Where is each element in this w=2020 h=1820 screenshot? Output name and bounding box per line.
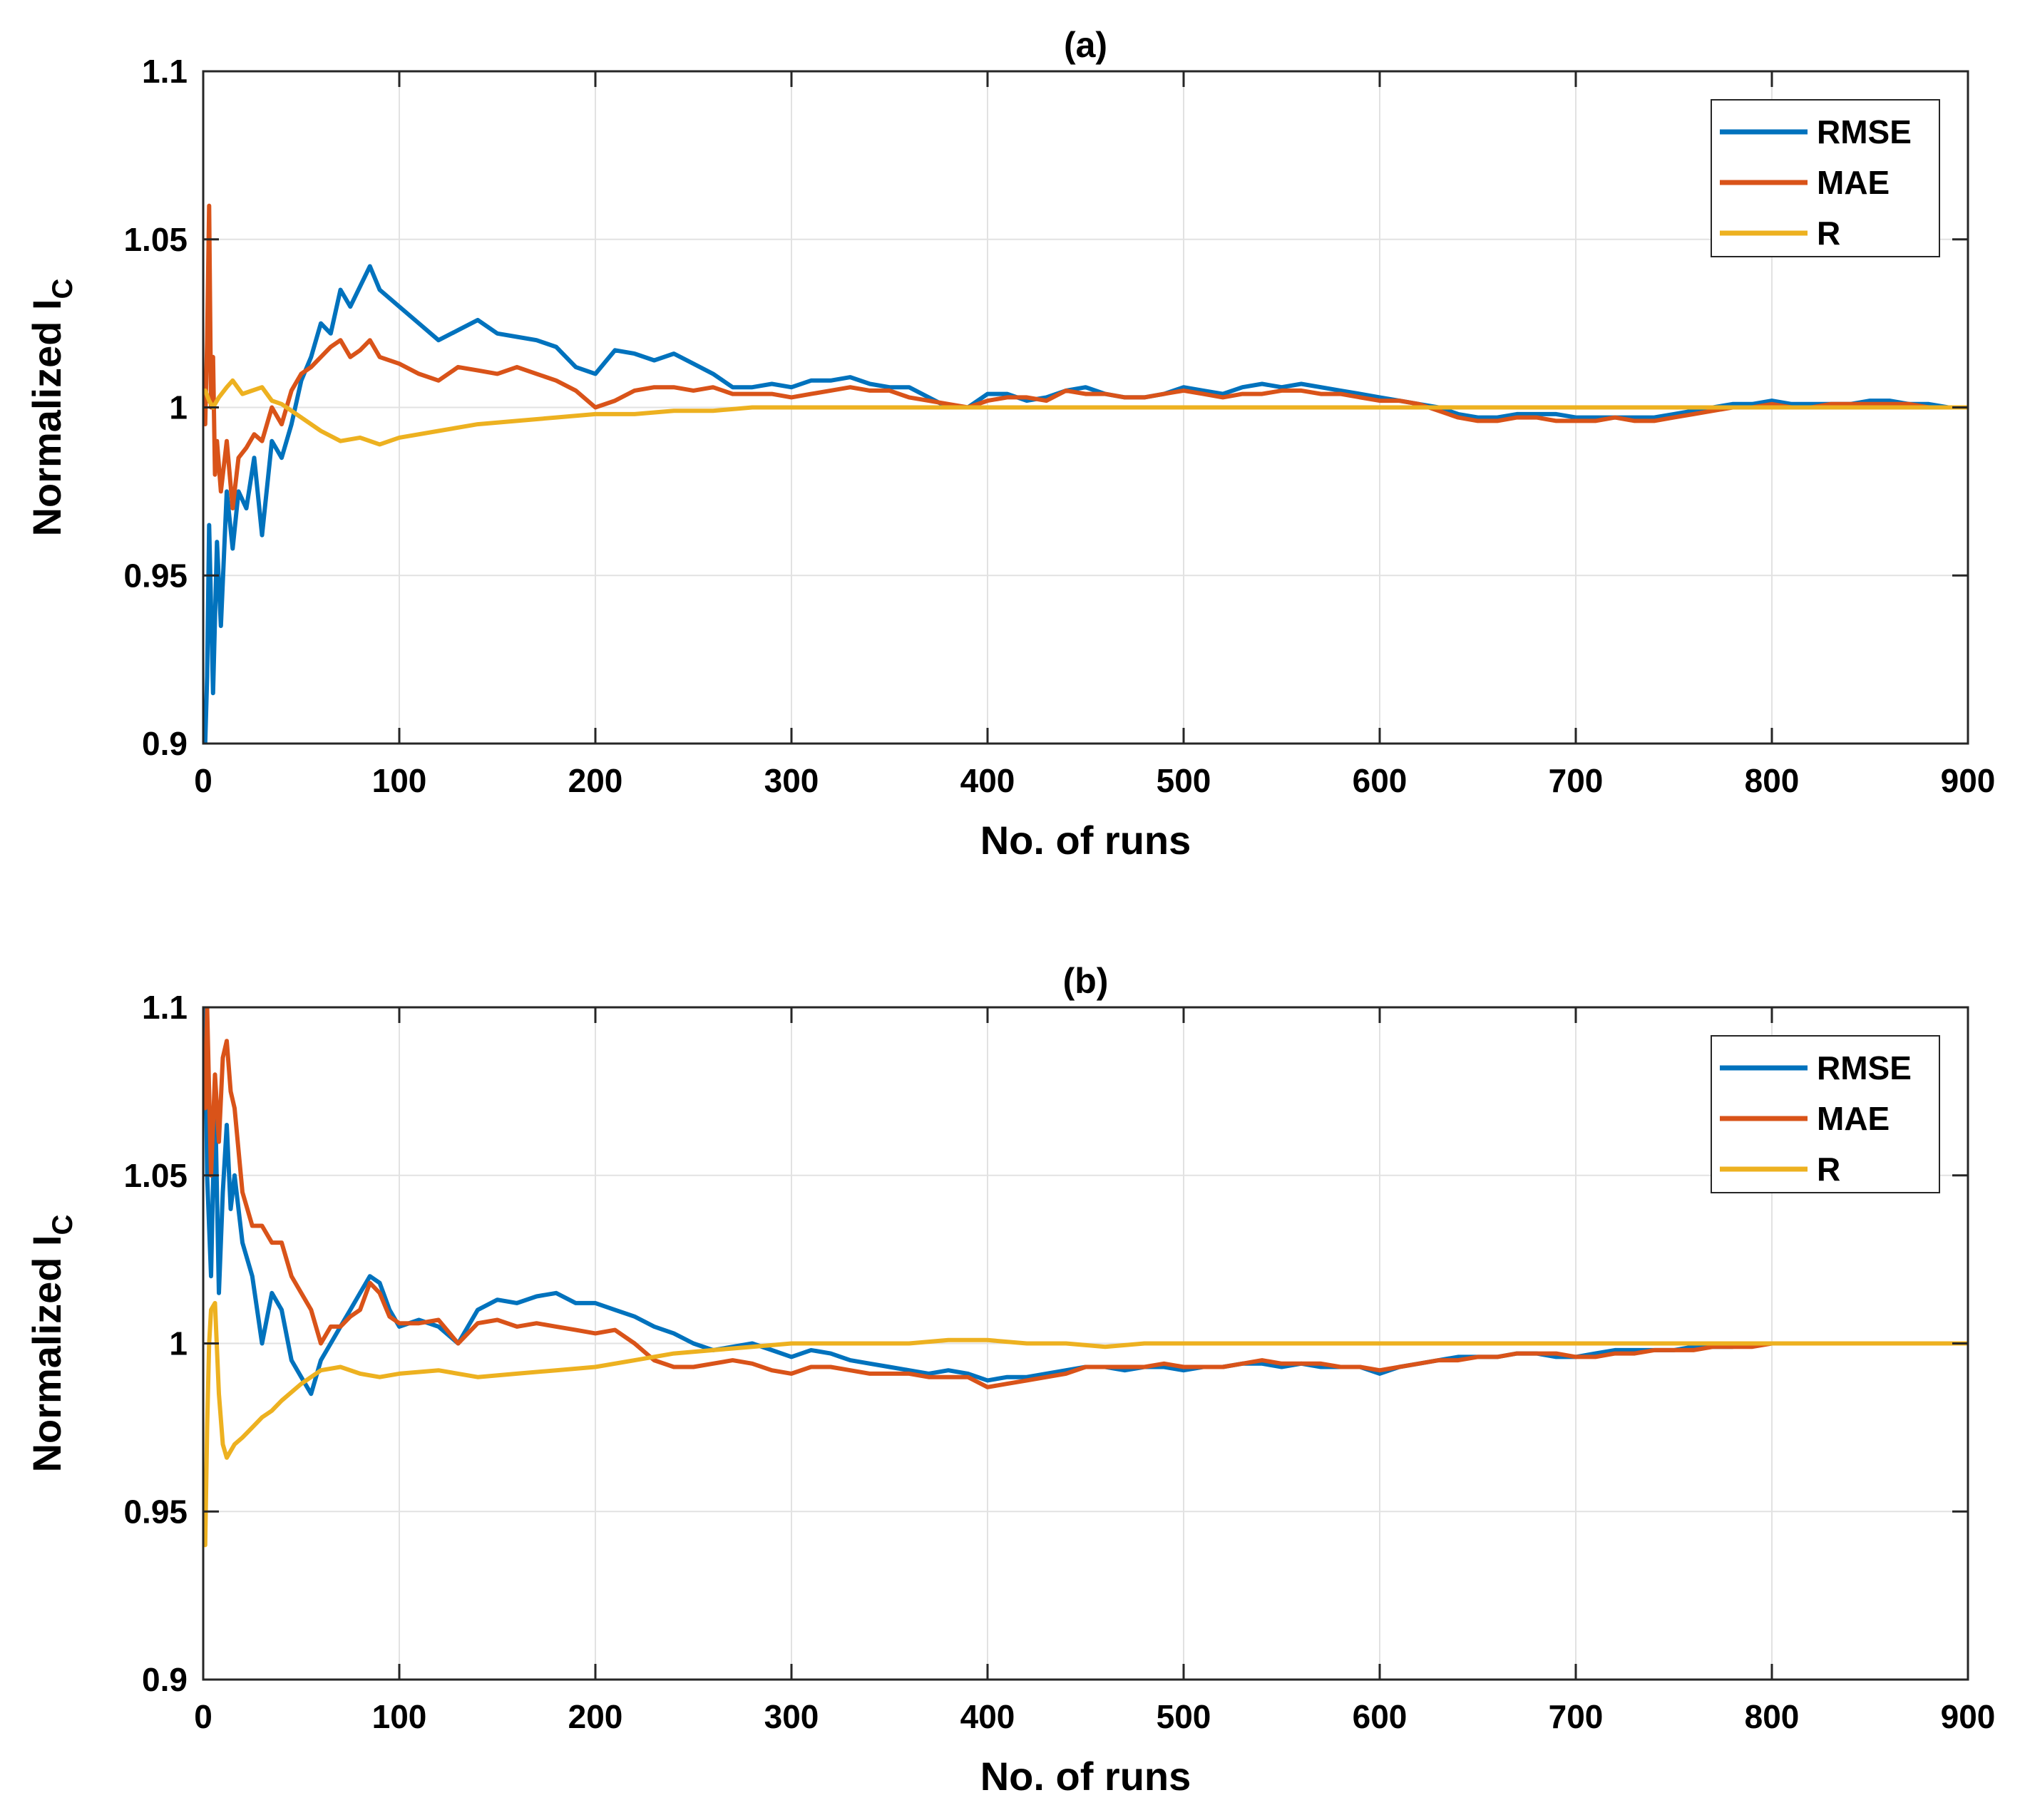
- legend-label-rmse: RMSE: [1817, 113, 1912, 150]
- y-tick-label: 0.9: [142, 725, 188, 762]
- x-tick-label: 200: [568, 762, 623, 799]
- y-tick-label: 1.1: [142, 989, 188, 1026]
- x-tick-label: 500: [1157, 1698, 1211, 1735]
- x-axis-title: No. of runs: [980, 1754, 1191, 1799]
- panel-b: 0 100 200 300 400 500 600 700 800 900 0.9 0.95 1 1.05…: [24, 961, 1995, 1799]
- y-tick-label: 0.95: [123, 557, 188, 594]
- x-tick-label: 800: [1745, 1698, 1800, 1735]
- legend-box: [1711, 99, 1940, 257]
- y-tick-label: 1.1: [142, 53, 188, 90]
- panel-title: (a): [1064, 25, 1107, 65]
- x-tick-label: 100: [372, 762, 427, 799]
- series-line-rmse: [203, 1007, 1968, 1397]
- y-tick-label: 0.95: [123, 1493, 188, 1530]
- legend: RMSE MAE R: [1711, 99, 1940, 257]
- panel-a: 0 100 200 300 400 500 600 700 800 900 0.9 0.95 1 1.05…: [24, 25, 1995, 863]
- x-tick-label: 400: [960, 1698, 1015, 1735]
- legend-label-r: R: [1817, 1151, 1840, 1188]
- series-group: [203, 203, 1968, 744]
- x-tick-label: 100: [372, 1698, 427, 1735]
- legend-label-mae: MAE: [1817, 1100, 1890, 1137]
- y-axis-title-main: Normalized I: [24, 299, 69, 536]
- x-tick-label: 400: [960, 762, 1015, 799]
- series-group: [203, 1007, 1968, 1548]
- legend-box: [1711, 1035, 1940, 1193]
- x-tick-label: 200: [568, 1698, 623, 1735]
- y-axis-title: Normalized IC: [24, 1215, 78, 1473]
- y-tick-label: 0.9: [142, 1661, 188, 1698]
- y-tick-label: 1: [169, 1325, 188, 1362]
- x-tick-label: 0: [194, 762, 212, 799]
- y-axis-title-subscript: C: [47, 279, 78, 299]
- legend: RMSE MAE R: [1711, 1035, 1940, 1193]
- y-tick-label: 1.05: [123, 221, 188, 258]
- y-axis-title-subscript: C: [47, 1215, 78, 1235]
- x-tick-label: 300: [764, 1698, 819, 1735]
- x-axis-title: No. of runs: [980, 818, 1191, 863]
- x-tick-label: 700: [1549, 762, 1604, 799]
- x-tick-label: 800: [1745, 762, 1800, 799]
- x-tick-label: 900: [1941, 1698, 1996, 1735]
- y-tick-label: 1.05: [123, 1157, 188, 1194]
- x-tick-label: 900: [1941, 762, 1996, 799]
- x-tick-label: 300: [764, 762, 819, 799]
- x-tick-label: 600: [1353, 762, 1408, 799]
- y-tick-label: 1: [169, 389, 188, 426]
- x-tick-label: 500: [1157, 762, 1211, 799]
- x-tick-label: 700: [1549, 1698, 1604, 1735]
- series-line-mae: [203, 1007, 1968, 1389]
- y-axis-title: Normalized IC: [24, 279, 78, 537]
- legend-label-r: R: [1817, 215, 1840, 252]
- legend-label-rmse: RMSE: [1817, 1049, 1912, 1086]
- series-line-r: [203, 1300, 1968, 1548]
- y-axis-title-main: Normalized I: [24, 1235, 69, 1472]
- x-tick-label: 0: [194, 1698, 212, 1735]
- legend-label-mae: MAE: [1817, 164, 1890, 201]
- series-line-mae: [203, 203, 1968, 510]
- series-line-r: [203, 378, 1968, 447]
- x-tick-label: 600: [1353, 1698, 1408, 1735]
- panel-title: (b): [1063, 961, 1109, 1001]
